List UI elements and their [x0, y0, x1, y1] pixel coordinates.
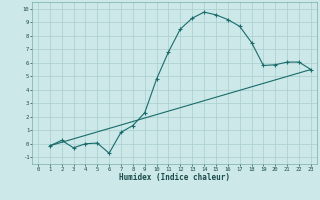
X-axis label: Humidex (Indice chaleur): Humidex (Indice chaleur) [119, 173, 230, 182]
